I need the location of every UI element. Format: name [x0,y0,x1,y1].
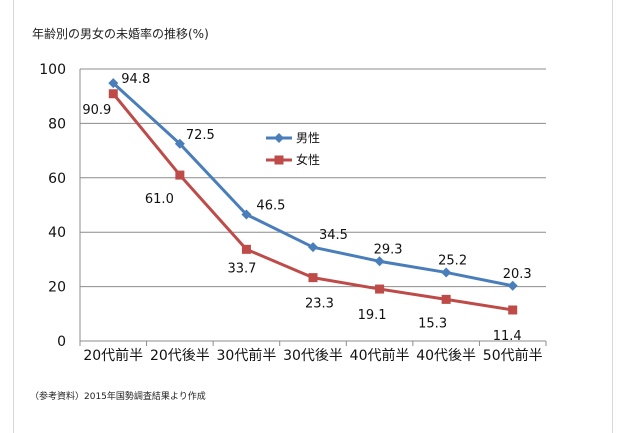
axes: 0 20 40 60 80 100 20代前半 20代後半 30代前半 30代後半 40代前半 40代… [39,62,547,364]
gridlines [80,68,546,288]
data-point-male [507,280,518,291]
y-tick-label: 20 [48,280,66,296]
legend-marker-male [274,133,284,143]
data-point-male [441,267,452,278]
data-label: 94.8 [121,72,150,87]
data-label: 34.5 [319,228,348,243]
data-label: 19.1 [358,308,387,323]
legend-label: 女性 [296,152,320,167]
y-tick-label: 40 [48,225,66,241]
source-note: （参考資料）2015年国勢調査結果より作成 [30,392,206,402]
data-point-female [508,305,518,315]
x-tick-label: 40代後半 [416,348,476,364]
data-point-male [174,138,185,149]
data-point-male [308,242,318,253]
y-tick-label: 60 [48,171,66,187]
y-tick-label: 100 [39,62,66,78]
data-label: 25.2 [438,253,467,268]
x-tick-label: 20代前半 [83,347,143,364]
x-tick-label: 30代前半 [217,347,277,364]
x-tick-label: 40代前半 [350,347,410,364]
data-label: 15.3 [418,316,447,331]
data-label: 23.3 [305,297,334,312]
y-tick-label: 80 [48,116,66,132]
data-point-female [441,294,451,304]
series-layer [108,78,518,315]
data-labels: 94.8 72.5 46.5 34.5 29.3 25.2 20.3 90.9 61.0 33.7… [82,72,531,344]
data-label: 29.3 [374,242,403,257]
frame-line-right [612,0,613,433]
data-point-female [375,284,385,294]
data-point-female [241,244,251,254]
data-point-male [108,78,119,89]
data-label: 11.4 [493,329,522,344]
data-label: 33.7 [227,261,256,276]
data-label: 61.0 [145,192,174,207]
legend-label: 男性 [296,131,320,145]
data-point-female [108,89,118,99]
data-point-female [175,170,185,180]
data-label: 46.5 [256,199,285,214]
data-label: 72.5 [186,128,215,143]
frame-line-left [13,0,14,433]
data-point-male [241,209,252,220]
legend-marker-female [274,155,284,165]
x-tick-label: 20代後半 [150,348,210,364]
y-tick-label: 0 [57,334,66,350]
data-point-female [308,273,318,283]
data-point-male [374,256,385,267]
x-tick-label: 30代後半 [283,348,343,364]
data-label: 20.3 [503,267,532,282]
data-label: 90.9 [82,103,111,118]
chart-title: 年齢別の男女の未婚率の推移(%) [32,27,209,41]
x-tick-label: 50代前半 [483,347,543,364]
